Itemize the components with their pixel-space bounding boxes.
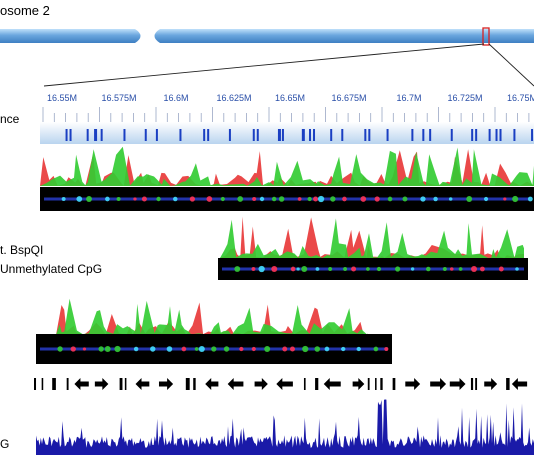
cpg-track-label: G [0, 437, 10, 451]
signal-track-2 [220, 216, 524, 258]
chromosome-title: osome 2 [0, 3, 50, 18]
ruler-tick-label: 16.675M [331, 93, 367, 103]
enzyme-label: t. BspQI [0, 243, 44, 257]
ruler-tick-label: 16.7M [396, 93, 422, 103]
molecule-3[interactable] [36, 334, 392, 364]
signal-track-1 [40, 146, 534, 186]
zoom-lines [43, 43, 534, 87]
ruler-tick-label: 16.75M [506, 93, 534, 103]
ruler-tick-label: 16.55M [46, 93, 78, 103]
sequence-ruler-track [40, 107, 534, 144]
molecule-1[interactable] [40, 187, 534, 211]
chromosome-ideogram[interactable] [0, 26, 534, 46]
ruler-tick-label: 16.725M [447, 93, 483, 103]
unmethylated-cpg-label: Unmethylated CpG [0, 262, 103, 276]
cpg-density-track [36, 399, 534, 455]
signal-track-3 [56, 298, 368, 335]
ruler-tick-label: 16.575M [101, 93, 137, 103]
ruler-tick-label: 16.625M [216, 93, 252, 103]
gene-annotation-track [34, 378, 528, 390]
sequence-label: nce [0, 112, 20, 126]
molecule-2[interactable] [218, 258, 528, 280]
ruler-tick-label: 16.6M [163, 93, 189, 103]
ruler-tick-label: 16.65M [274, 93, 306, 103]
